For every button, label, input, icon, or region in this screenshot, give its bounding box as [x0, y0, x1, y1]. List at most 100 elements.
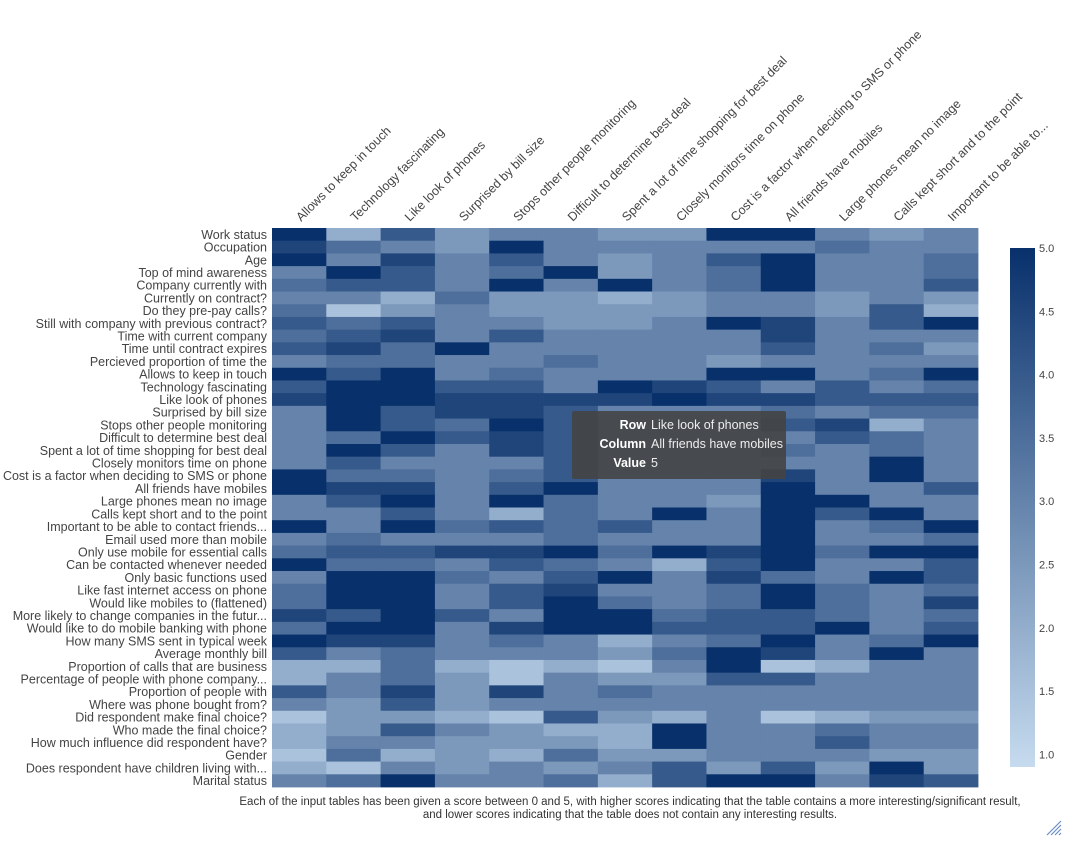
- heatmap-cell[interactable]: [489, 647, 544, 661]
- heatmap-cell[interactable]: [815, 228, 870, 242]
- heatmap-cell[interactable]: [706, 710, 762, 724]
- heatmap-cell[interactable]: [543, 634, 599, 648]
- heatmap-cell[interactable]: [489, 456, 544, 470]
- heatmap-cell[interactable]: [380, 367, 436, 381]
- heatmap-cell[interactable]: [706, 748, 762, 762]
- heatmap-cell[interactable]: [543, 228, 599, 242]
- heatmap-cell[interactable]: [380, 456, 436, 470]
- heatmap-cell[interactable]: [652, 228, 707, 242]
- heatmap-cell[interactable]: [380, 380, 436, 394]
- heatmap-cell[interactable]: [326, 494, 382, 508]
- heatmap-cell[interactable]: [815, 355, 870, 369]
- heatmap-cell[interactable]: [760, 761, 816, 775]
- heatmap-cell[interactable]: [380, 596, 436, 610]
- heatmap-cell[interactable]: [652, 685, 707, 699]
- heatmap-cell[interactable]: [272, 443, 327, 458]
- heatmap-cell[interactable]: [706, 647, 762, 661]
- heatmap-cell[interactable]: [869, 532, 925, 547]
- heatmap-cell[interactable]: [597, 736, 653, 750]
- heatmap-cell[interactable]: [326, 647, 382, 661]
- heatmap-cell[interactable]: [326, 316, 382, 331]
- heatmap-cell[interactable]: [434, 507, 490, 521]
- heatmap-cell[interactable]: [869, 469, 925, 483]
- heatmap-cell[interactable]: [380, 316, 436, 331]
- heatmap-cell[interactable]: [760, 532, 816, 547]
- heatmap-cell[interactable]: [380, 710, 436, 724]
- heatmap-cell[interactable]: [760, 380, 816, 394]
- heatmap-cell[interactable]: [923, 621, 979, 635]
- heatmap-cell[interactable]: [489, 736, 544, 750]
- heatmap-cell[interactable]: [380, 685, 436, 699]
- heatmap-cell[interactable]: [272, 494, 327, 508]
- heatmap-cell[interactable]: [706, 761, 762, 775]
- heatmap-cell[interactable]: [489, 748, 544, 762]
- heatmap-cell[interactable]: [543, 748, 599, 762]
- heatmap-cell[interactable]: [652, 647, 707, 661]
- heatmap-cell[interactable]: [489, 634, 544, 648]
- heatmap-cell[interactable]: [923, 571, 979, 585]
- heatmap-cell[interactable]: [815, 774, 870, 788]
- heatmap-cell[interactable]: [815, 418, 870, 432]
- heatmap-cell[interactable]: [272, 774, 327, 788]
- heatmap-cell[interactable]: [326, 507, 382, 521]
- heatmap-cell[interactable]: [434, 596, 490, 610]
- heatmap-cell[interactable]: [597, 532, 653, 547]
- heatmap-cell[interactable]: [706, 367, 762, 381]
- heatmap-cell[interactable]: [815, 342, 870, 356]
- heatmap-cell[interactable]: [869, 507, 925, 521]
- heatmap-cell[interactable]: [326, 520, 382, 534]
- heatmap-cell[interactable]: [652, 736, 707, 750]
- heatmap-cell[interactable]: [652, 393, 707, 407]
- heatmap-cell[interactable]: [923, 329, 979, 343]
- heatmap-cell[interactable]: [380, 545, 436, 559]
- heatmap-cell[interactable]: [434, 736, 490, 750]
- heatmap-cell[interactable]: [272, 291, 327, 305]
- heatmap-cell[interactable]: [543, 659, 599, 674]
- heatmap-cell[interactable]: [923, 367, 979, 381]
- heatmap-cell[interactable]: [489, 710, 544, 724]
- heatmap-cell[interactable]: [380, 621, 436, 635]
- heatmap-cell[interactable]: [923, 482, 979, 496]
- heatmap-cell[interactable]: [597, 621, 653, 635]
- heatmap-cell[interactable]: [597, 228, 653, 242]
- heatmap-cell[interactable]: [489, 469, 544, 483]
- heatmap-cell[interactable]: [326, 710, 382, 724]
- heatmap-cell[interactable]: [760, 774, 816, 788]
- heatmap-cell[interactable]: [326, 532, 382, 547]
- heatmap-cell[interactable]: [272, 278, 327, 292]
- heatmap-cell[interactable]: [652, 634, 707, 648]
- heatmap-cell[interactable]: [489, 558, 544, 572]
- heatmap-cell[interactable]: [272, 342, 327, 356]
- heatmap-cell[interactable]: [760, 672, 816, 686]
- heatmap-cell[interactable]: [543, 583, 599, 597]
- heatmap-cell[interactable]: [815, 291, 870, 305]
- heatmap-cell[interactable]: [923, 316, 979, 331]
- heatmap-cell[interactable]: [326, 456, 382, 470]
- heatmap-cell[interactable]: [272, 228, 327, 242]
- heatmap-cell[interactable]: [923, 774, 979, 788]
- heatmap-cell[interactable]: [489, 304, 544, 318]
- heatmap-cell[interactable]: [543, 520, 599, 534]
- heatmap-cell[interactable]: [923, 304, 979, 318]
- heatmap-cell[interactable]: [489, 672, 544, 686]
- heatmap-cell[interactable]: [326, 659, 382, 674]
- heatmap-cell[interactable]: [434, 431, 490, 445]
- heatmap-cell[interactable]: [326, 482, 382, 496]
- heatmap-cell[interactable]: [652, 494, 707, 508]
- heatmap-cell[interactable]: [760, 571, 816, 585]
- heatmap-cell[interactable]: [326, 774, 382, 788]
- heatmap-cell[interactable]: [869, 431, 925, 445]
- heatmap-cell[interactable]: [706, 278, 762, 292]
- heatmap-cell[interactable]: [434, 532, 490, 547]
- heatmap-cell[interactable]: [869, 342, 925, 356]
- heatmap-cell[interactable]: [923, 380, 979, 394]
- heatmap-cell[interactable]: [597, 367, 653, 381]
- heatmap-cell[interactable]: [380, 240, 436, 254]
- heatmap-cell[interactable]: [760, 698, 816, 712]
- heatmap-cell[interactable]: [815, 761, 870, 775]
- heatmap-cell[interactable]: [760, 748, 816, 762]
- heatmap-cell[interactable]: [760, 647, 816, 661]
- heatmap-cell[interactable]: [923, 342, 979, 356]
- heatmap-cell[interactable]: [652, 698, 707, 712]
- heatmap-cell[interactable]: [815, 507, 870, 521]
